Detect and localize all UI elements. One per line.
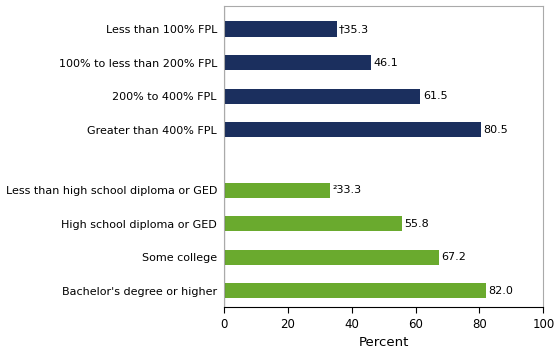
- Text: 82.0: 82.0: [488, 286, 514, 296]
- Bar: [224, 216, 402, 231]
- Text: 46.1: 46.1: [374, 58, 399, 67]
- Bar: [224, 22, 337, 37]
- Text: ²33.3: ²33.3: [333, 185, 362, 195]
- Bar: [224, 122, 481, 137]
- Text: 61.5: 61.5: [423, 91, 447, 101]
- Bar: [224, 283, 486, 298]
- Text: †35.3: †35.3: [339, 24, 369, 34]
- Text: 67.2: 67.2: [441, 252, 466, 262]
- Text: 80.5: 80.5: [484, 125, 508, 135]
- Bar: [224, 182, 330, 198]
- Bar: [224, 89, 421, 104]
- Bar: [224, 250, 438, 265]
- X-axis label: Percent: Percent: [358, 337, 409, 349]
- Bar: [224, 55, 371, 70]
- Text: 55.8: 55.8: [405, 219, 430, 229]
